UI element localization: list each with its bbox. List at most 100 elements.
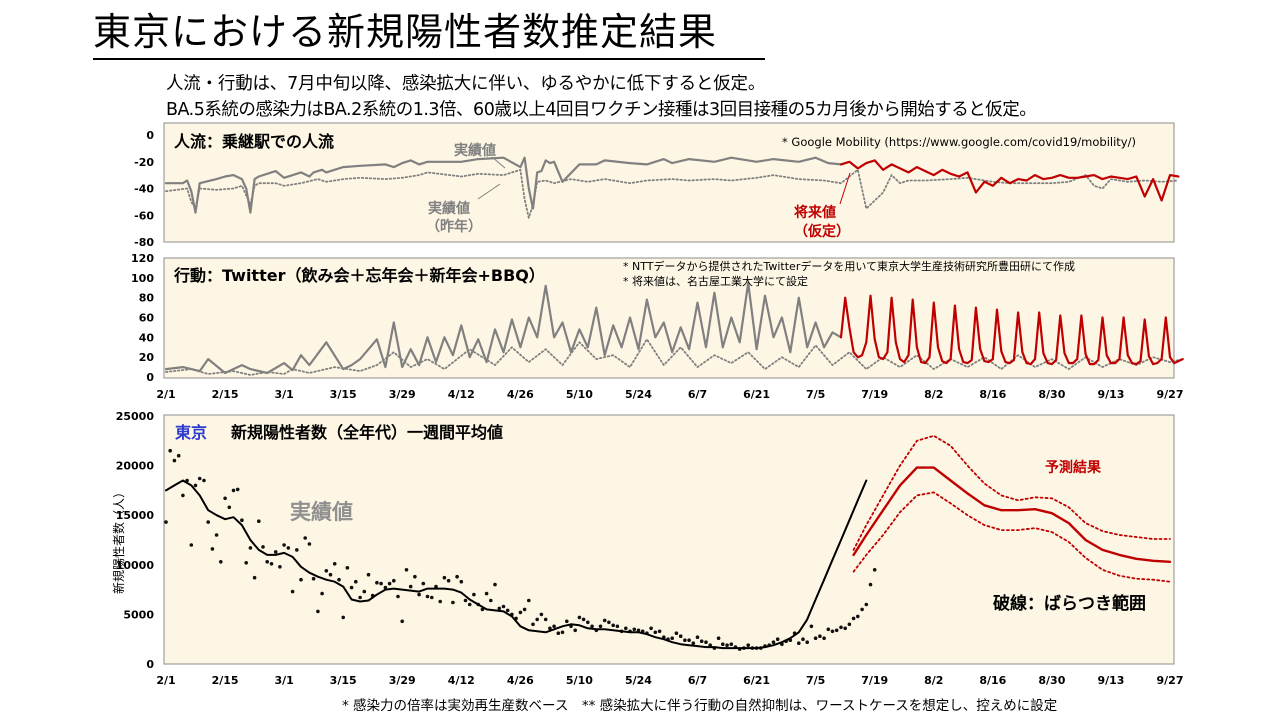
y-tick-label: 80 [139, 292, 155, 305]
mobility-lines [164, 156, 1180, 219]
daily-case-point [430, 595, 434, 600]
daily-case-point [324, 569, 329, 573]
x-tick-label: 4/26 [507, 388, 534, 401]
daily-case-point [505, 608, 510, 613]
x-tick-label: 8/16 [979, 674, 1006, 687]
daily-case-point [560, 630, 565, 635]
mobility-future-label-2: （仮定） [794, 223, 850, 240]
daily-case-point [358, 595, 362, 600]
y-tick-label: 5000 [123, 608, 154, 621]
daily-case-point [746, 643, 750, 647]
daily-case-point [332, 562, 337, 566]
mobility-lastyear-label-2: （昨年） [426, 218, 482, 235]
x-tick-label: 4/12 [448, 388, 475, 401]
twitter-source-note-2: * 将来値は、名古屋工業大学にて設定 [623, 274, 808, 288]
title-underline [93, 58, 765, 60]
y-tick-label: 120 [131, 252, 154, 265]
x-tick-label: 5/10 [566, 674, 593, 687]
x-tick-label: 2/15 [212, 388, 239, 401]
mobility-lastyear-label-1: 実績値 [428, 200, 470, 217]
daily-case-point [678, 634, 683, 638]
page-title: 東京における新規陽性者数推定結果 [93, 10, 718, 54]
daily-case-point [345, 566, 350, 570]
daily-case-point [257, 519, 261, 523]
mobility-source-note: * Google Mobility (https://www.google.co… [782, 135, 1136, 149]
daily-case-point [252, 575, 257, 580]
daily-case-point [375, 580, 379, 585]
mobility-y-axis: 0 -20 -40 -60 -80 [134, 129, 154, 249]
y-tick-label: 40 [139, 331, 155, 344]
x-tick-label: 8/30 [1038, 388, 1065, 401]
footnote: * 感染力の倍率は実効再生産数ベース ** 感染拡大に伴う行動の自然抑制は、ワー… [342, 698, 1058, 714]
y-tick-label: 10000 [116, 559, 155, 572]
daily-case-point [231, 488, 236, 493]
y-tick-label: -40 [134, 183, 154, 196]
daily-case-point [295, 548, 299, 552]
daily-case-point [847, 622, 852, 627]
daily-case-point [851, 616, 856, 621]
daily-case-point [408, 584, 413, 589]
daily-case-point [404, 568, 409, 572]
x-tick-label: 6/7 [688, 388, 707, 401]
x-tick-label: 2/15 [212, 674, 239, 687]
daily-case-point [497, 606, 502, 611]
x-tick-label: 4/26 [507, 674, 534, 687]
daily-case-point [581, 617, 586, 622]
daily-case-point [354, 579, 358, 584]
daily-case-point [214, 533, 219, 537]
daily-case-point [843, 626, 847, 631]
cases-y-axis: 25000 20000 15000 10000 5000 0 [116, 410, 155, 671]
daily-case-point [818, 634, 822, 638]
daily-case-point [565, 619, 569, 624]
x-tick-label: 5/24 [625, 388, 652, 401]
daily-case-point [704, 640, 708, 644]
daily-case-point [518, 610, 523, 615]
daily-case-point [872, 568, 877, 572]
daily-case-point [822, 636, 826, 640]
daily-case-point [687, 638, 691, 642]
x-tick-label: 5/10 [566, 388, 593, 401]
daily-case-point [527, 598, 531, 603]
daily-case-point [598, 624, 603, 629]
daily-case-point [425, 594, 430, 599]
daily-case-point [244, 561, 248, 565]
daily-case-point [299, 577, 303, 582]
cases-actual-label: 実績値 [290, 500, 353, 524]
mobility-panel-title: 人流：乗継駅での人流 [174, 132, 334, 151]
daily-case-point [164, 520, 168, 524]
twitter-last_year-line [165, 338, 1184, 376]
daily-case-point [235, 487, 240, 492]
x-tick-label: 7/19 [861, 674, 888, 687]
daily-case-point [328, 572, 333, 577]
daily-case-point [489, 598, 493, 603]
daily-case-point [729, 642, 734, 646]
daily-case-point [813, 636, 818, 640]
daily-case-point [362, 589, 367, 594]
y-tick-label: 0 [146, 658, 154, 671]
x-tick-label: 8/16 [979, 388, 1006, 401]
daily-case-point [168, 448, 172, 453]
mobility-future-leader [839, 172, 851, 205]
mobility-future-label-1: 将来値 [794, 204, 836, 221]
daily-case-point [856, 614, 860, 619]
daily-case-point [797, 641, 801, 645]
daily-case-point [446, 578, 451, 583]
daily-case-point [573, 628, 577, 633]
x-tick-label: 3/15 [330, 674, 357, 687]
daily-case-point [556, 631, 561, 635]
cases-upper_band-line [852, 434, 1171, 551]
cases-actual-average-line [165, 479, 868, 650]
daily-case-point [282, 543, 286, 547]
daily-case-point [805, 640, 809, 644]
daily-case-point [552, 624, 556, 629]
daily-case-point [771, 640, 776, 644]
daily-case-point [868, 582, 873, 587]
daily-case-point [193, 483, 198, 488]
dashed-range-note: 破線：ばらつき範囲 [993, 593, 1146, 614]
daily-case-point [396, 594, 400, 599]
x-tick-label: 8/2 [924, 674, 943, 687]
cases-lower_band-line [852, 491, 1171, 583]
x-tick-label: 7/5 [806, 674, 825, 687]
daily-case-point [181, 493, 185, 498]
